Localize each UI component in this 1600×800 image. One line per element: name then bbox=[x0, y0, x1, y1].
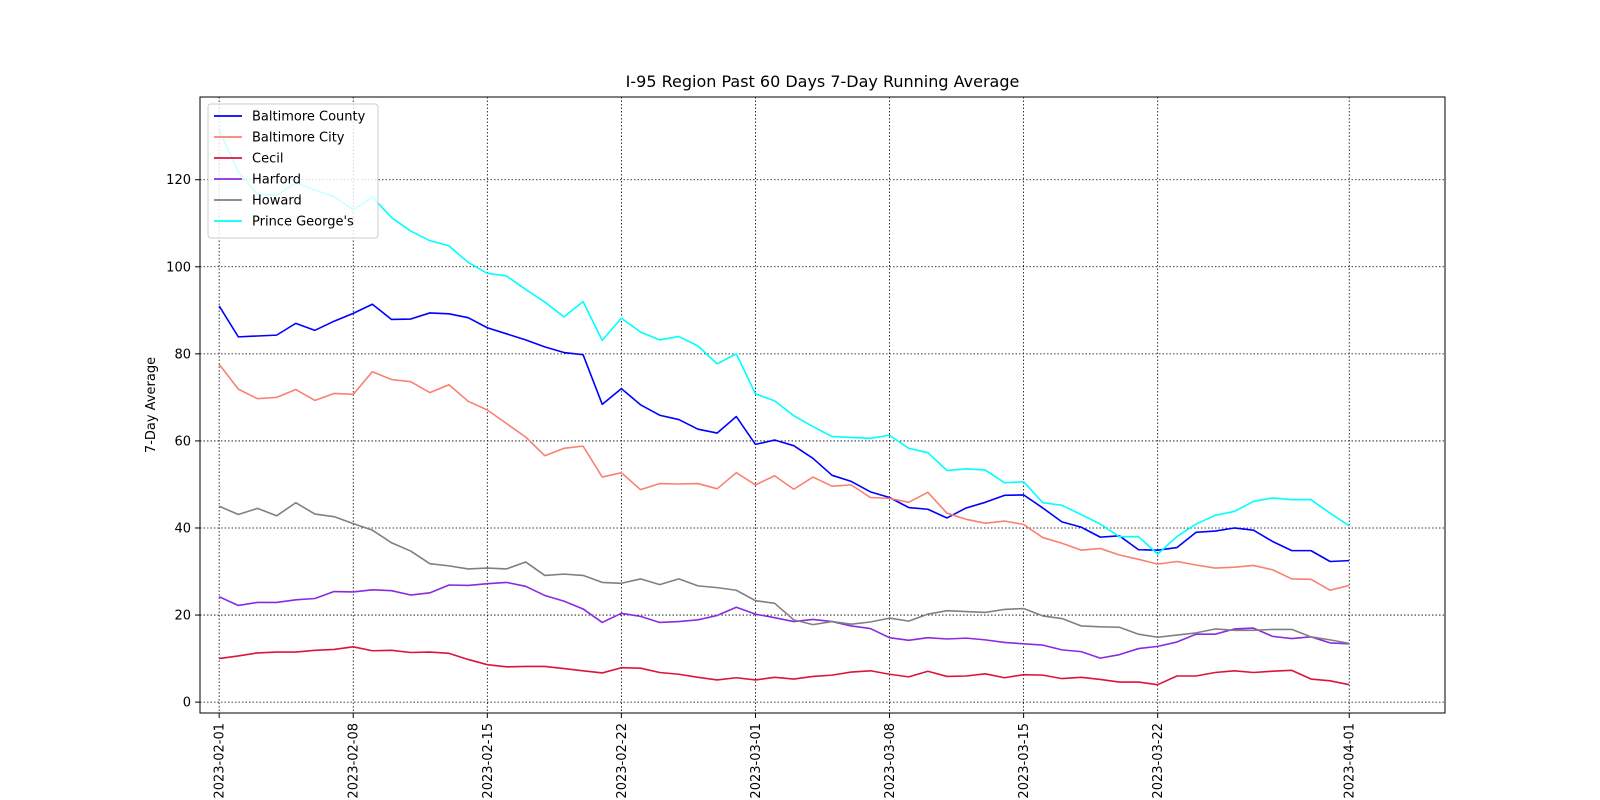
chart-title: I-95 Region Past 60 Days 7-Day Running A… bbox=[626, 72, 1020, 91]
x-tick-label: 2023-03-08 bbox=[883, 723, 898, 799]
series-line-0 bbox=[218, 303, 1350, 563]
grid bbox=[200, 97, 1445, 713]
series-line-5 bbox=[218, 129, 1350, 555]
y-tick-label: 0 bbox=[183, 696, 191, 711]
x-tick-label: 2023-02-15 bbox=[481, 723, 496, 799]
legend-box bbox=[207, 103, 379, 239]
legend-label-1: Baltimore City bbox=[252, 131, 345, 146]
x-tick-label: 2023-02-22 bbox=[615, 723, 630, 799]
y-tick-label: 120 bbox=[166, 173, 191, 188]
legend-label-3: Harford bbox=[252, 173, 301, 188]
legend-label-2: Cecil bbox=[252, 152, 283, 167]
plot-frame bbox=[199, 96, 1446, 714]
x-tick-label: 2023-03-22 bbox=[1151, 723, 1166, 799]
x-tick-label: 2023-03-15 bbox=[1017, 723, 1032, 799]
x-tick-label: 2023-02-08 bbox=[347, 723, 362, 799]
legend: Baltimore County Baltimore City Cecil Harfo… bbox=[207, 103, 379, 239]
series-lines bbox=[218, 129, 1350, 686]
x-tick-label: 2023-03-01 bbox=[749, 723, 764, 799]
series-line-1 bbox=[218, 363, 1350, 592]
x-tick-label: 2023-02-01 bbox=[213, 723, 228, 799]
series-line-2 bbox=[219, 646, 1350, 686]
y-tick-label: 40 bbox=[174, 521, 191, 536]
y-tick-label: 100 bbox=[166, 260, 191, 275]
x-tick-label: 2023-04-01 bbox=[1343, 723, 1358, 799]
y-axis-ticks: 0 20 40 60 80 100 120 bbox=[166, 173, 200, 711]
legend-label-5: Prince George's bbox=[252, 215, 354, 230]
y-tick-label: 80 bbox=[174, 347, 191, 362]
x-axis-ticks: 2023-02-01 2023-02-08 2023-02-15 2023-02-22… bbox=[213, 713, 1358, 799]
y-tick-label: 60 bbox=[174, 434, 191, 449]
legend-label-0: Baltimore County bbox=[252, 110, 366, 125]
series-line-3 bbox=[218, 581, 1350, 659]
legend-label-4: Howard bbox=[252, 194, 302, 209]
series-line-4 bbox=[218, 501, 1350, 645]
y-tick-label: 20 bbox=[174, 609, 191, 624]
y-axis-label: 7-Day Average bbox=[144, 357, 159, 453]
